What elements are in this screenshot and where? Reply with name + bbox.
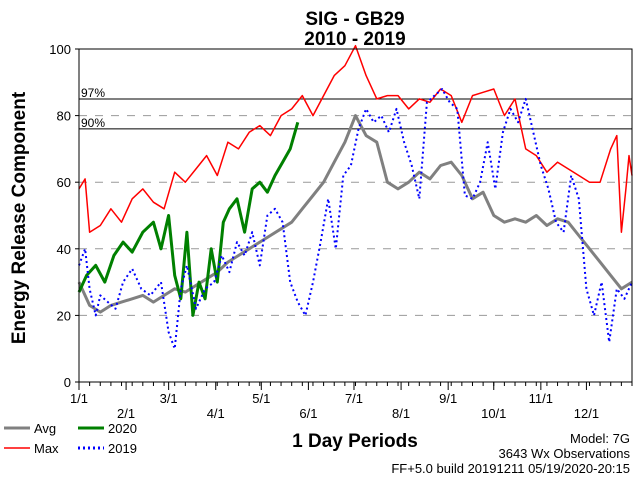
legend-label-y2019: 2019 bbox=[108, 441, 137, 456]
x-tick-label: 4/1 bbox=[207, 406, 225, 421]
x-ticks: 1/1 2/1 3/1 4/1 5/1 6/1 7/1 8/1 9/1 10/1 11/1 12/1 bbox=[70, 382, 633, 421]
y-tick-label: 0 bbox=[64, 375, 71, 390]
y-ticks: 0 20 40 60 80 100 bbox=[49, 42, 79, 390]
x-tick-label: 9/1 bbox=[439, 391, 457, 406]
y-tick-label: 40 bbox=[57, 242, 71, 257]
footer-build: FF+5.0 build 20191211 05/19/2020-20:15 bbox=[391, 461, 630, 476]
y-tick-label: 60 bbox=[57, 175, 71, 190]
legend: Avg Max 2020 2019 bbox=[4, 421, 137, 456]
x-tick-label: 7/1 bbox=[345, 391, 363, 406]
x-tick-label: 3/1 bbox=[160, 391, 178, 406]
legend-label-y2020: 2020 bbox=[108, 421, 137, 436]
percentile-lines: 97% 90% bbox=[79, 86, 632, 130]
footer-model: Model: 7G bbox=[570, 431, 630, 446]
y-tick-label: 100 bbox=[49, 42, 71, 57]
series-group bbox=[77, 44, 633, 350]
plot-frame bbox=[78, 48, 633, 383]
legend-label-avg: Avg bbox=[34, 421, 56, 436]
series-avg-line bbox=[77, 114, 633, 314]
x-tick-label: 6/1 bbox=[299, 406, 317, 421]
x-axis-label: 1 Day Periods bbox=[292, 431, 418, 452]
x-tick-label: 5/1 bbox=[252, 391, 270, 406]
y-tick-label: 80 bbox=[57, 109, 71, 124]
x-tick-label: 11/1 bbox=[529, 391, 553, 406]
chart-subtitle: 2010 - 2019 bbox=[304, 29, 405, 50]
x-tick-label: 12/1 bbox=[574, 406, 599, 421]
y-tick-label: 20 bbox=[57, 308, 71, 323]
series-2019-line bbox=[78, 88, 633, 350]
x-tick-label: 2/1 bbox=[117, 406, 135, 421]
x-tick-label: 8/1 bbox=[392, 406, 410, 421]
footer-observations: 3643 Wx Observations bbox=[498, 446, 630, 461]
x-tick-label: 1/1 bbox=[70, 391, 88, 406]
series-2020-line bbox=[77, 121, 300, 317]
series-max-line bbox=[78, 44, 633, 233]
x-tick-label: 10/1 bbox=[481, 406, 506, 421]
chart-title: SIG - GB29 bbox=[305, 9, 404, 30]
percentile-label: 90% bbox=[81, 116, 105, 130]
percentile-label: 97% bbox=[81, 86, 105, 100]
legend-label-max: Max bbox=[34, 441, 59, 456]
y-axis-label: Energy Release Component bbox=[9, 91, 30, 344]
